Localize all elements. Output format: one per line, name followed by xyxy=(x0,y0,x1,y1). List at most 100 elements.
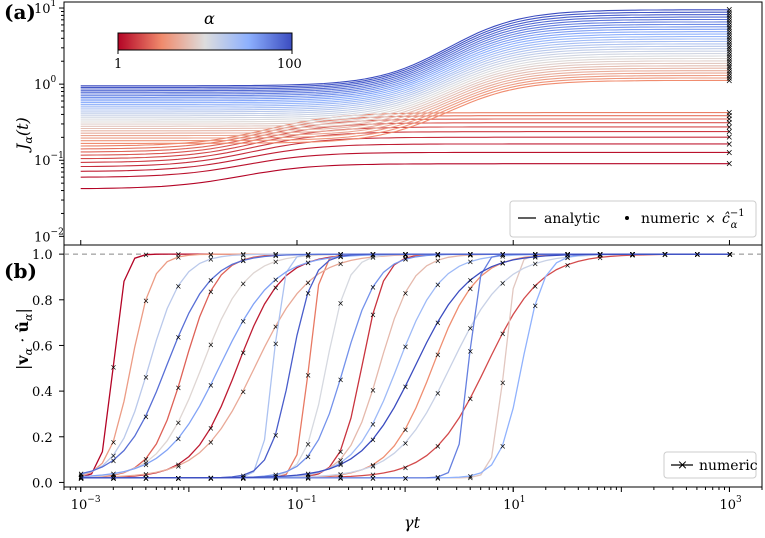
series-end-marker: × xyxy=(725,42,733,52)
panel-a-y-ticks: 10−2 10−1 100 101 xyxy=(34,0,64,245)
series-marker-b: × xyxy=(435,280,442,289)
series-end-marker: × xyxy=(725,133,733,143)
legend-cross-a: × xyxy=(705,212,716,227)
series-marker-b: × xyxy=(532,250,539,259)
series-marker-b: × xyxy=(337,447,344,456)
series-marker-b: × xyxy=(175,250,182,259)
series-line-a xyxy=(80,118,730,153)
series-line-a xyxy=(80,28,730,100)
series-marker-b: × xyxy=(337,474,344,483)
series-marker-b: × xyxy=(305,470,312,479)
series-end-marker: × xyxy=(725,35,733,45)
panel-b-ytick-label: 0.6 xyxy=(32,339,53,354)
series-marker-b: × xyxy=(175,435,182,444)
series-marker-b: × xyxy=(532,251,539,260)
series-marker-b: × xyxy=(272,473,279,482)
series-end-marker: × xyxy=(725,59,733,69)
series-marker-b: × xyxy=(467,250,474,259)
series-line-a xyxy=(80,136,730,168)
series-marker-b: × xyxy=(726,250,733,259)
series-marker-b: × xyxy=(467,347,474,356)
series-line-a xyxy=(80,50,730,117)
series-line-a xyxy=(80,9,730,87)
series-marker-b: × xyxy=(207,474,214,483)
series-marker-b: × xyxy=(240,348,247,357)
series-marker-b: × xyxy=(78,470,85,479)
series-marker-b: × xyxy=(305,258,312,267)
series-marker-b: × xyxy=(305,252,312,261)
series-marker-b: × xyxy=(467,251,474,260)
series-end-marker: × xyxy=(725,47,733,57)
series-marker-b: × xyxy=(110,438,117,447)
series-line-a xyxy=(80,74,730,139)
series-end-marker: × xyxy=(725,128,733,138)
series-marker-b: × xyxy=(143,296,150,305)
series-marker-b: × xyxy=(402,250,409,259)
series-end-marker: × xyxy=(725,20,733,30)
series-marker-b: × xyxy=(305,473,312,482)
series-line-a xyxy=(80,26,730,98)
series-line-a xyxy=(80,40,730,109)
series-marker-b: × xyxy=(305,452,312,461)
series-marker-b: × xyxy=(662,250,669,259)
xtick-label: 10−1 xyxy=(287,495,317,513)
series-marker-b: × xyxy=(726,250,733,259)
series-end-marker: × xyxy=(725,45,733,55)
panel-a-series: ×××××××××××××××××××××××××××××××××××××××× xyxy=(80,6,733,190)
series-marker-b: × xyxy=(370,283,377,292)
series-marker-b: × xyxy=(402,463,409,472)
series-marker-b: × xyxy=(694,250,701,259)
series-marker-b: × xyxy=(564,261,571,270)
panel-b-ytick-label: 1.0 xyxy=(32,248,53,263)
series-end-marker: × xyxy=(725,52,733,62)
series-line-a xyxy=(80,60,730,125)
series-marker-b: × xyxy=(337,251,344,260)
series-marker-b: × xyxy=(175,282,182,291)
series-marker-b: × xyxy=(435,442,442,451)
series-marker-b: × xyxy=(370,250,377,259)
series-marker-b: × xyxy=(435,251,442,260)
colorbar-label: α xyxy=(204,9,215,28)
xtick-label: 10−3 xyxy=(71,495,101,513)
series-marker-b: × xyxy=(467,473,474,482)
series-end-marker: × xyxy=(725,140,733,150)
series-marker-b: × xyxy=(370,435,377,444)
series-marker-b: × xyxy=(467,472,474,481)
series-marker-b: × xyxy=(110,456,117,465)
series-marker-b: × xyxy=(370,311,377,320)
series-end-marker: × xyxy=(725,119,733,129)
series-marker-b: × xyxy=(402,250,409,259)
series-marker-b: × xyxy=(532,282,539,291)
series-marker-b: × xyxy=(272,474,279,483)
series-marker-b: × xyxy=(370,471,377,480)
panel-b-ytick-label: 0.0 xyxy=(32,476,53,491)
series-end-marker: × xyxy=(725,54,733,64)
series-marker-b: × xyxy=(726,250,733,259)
series-end-marker: × xyxy=(725,109,733,119)
series-marker-b: × xyxy=(726,250,733,259)
series-marker-b: × xyxy=(207,250,214,259)
series-marker-b: × xyxy=(370,474,377,483)
series-marker-b: × xyxy=(143,474,150,483)
series-marker-b: × xyxy=(240,280,247,289)
series-line-a xyxy=(80,23,730,97)
series-marker-b: × xyxy=(726,250,733,259)
series-marker-b: × xyxy=(175,333,182,342)
series-line-a xyxy=(80,79,730,144)
panel-b-ytick-label: 0.2 xyxy=(32,431,53,446)
series-line-a xyxy=(80,21,730,95)
series-marker-b: × xyxy=(370,462,377,471)
series-marker-b: × xyxy=(726,250,733,259)
series-line-a xyxy=(80,77,730,142)
series-marker-b: × xyxy=(337,461,344,470)
panel-b-series: × × × × × × × × × × × × × × × × × × × × × × × × × × × × × × × × × × × × × × × ×… xyxy=(78,250,733,483)
series-marker-b: × xyxy=(240,474,247,483)
series-end-marker: × xyxy=(725,148,733,158)
panel-a-ytick-label: 101 xyxy=(34,0,56,17)
series-marker-b: × xyxy=(467,284,474,293)
series-line-a xyxy=(80,70,730,134)
series-marker-b: × xyxy=(532,251,539,260)
legend-c-sub: α xyxy=(731,220,738,231)
